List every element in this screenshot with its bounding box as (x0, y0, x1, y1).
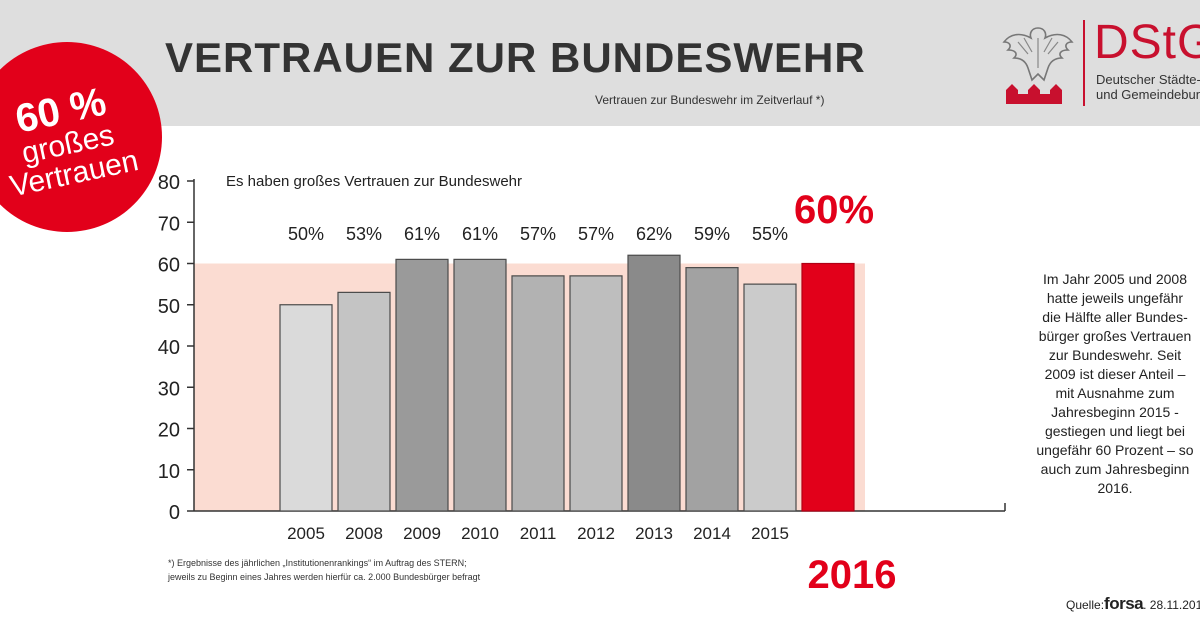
dstgb-logo (996, 18, 1200, 110)
header-band (0, 0, 1200, 126)
castles-icon (1006, 84, 1062, 104)
y-tick-label: 0 (169, 502, 180, 524)
data-label-2012: 57% (578, 224, 614, 244)
data-label-2011: 57% (520, 224, 556, 244)
data-label-2016: 60% (794, 188, 874, 232)
bar-2008 (337, 291, 391, 512)
data-label-2009: 61% (404, 224, 440, 244)
chart-title: Es haben großes Vertrauen zur Bundeswehr (226, 173, 522, 190)
y-tick-label: 50 (158, 296, 180, 318)
logo-divider (1083, 20, 1085, 106)
eagle-icon (1002, 27, 1074, 82)
bar-2011 (511, 275, 565, 512)
x-tick-label-2013: 2013 (635, 524, 673, 543)
data-label-2014: 59% (694, 224, 730, 244)
source-date: . 28.11.2016 (1143, 598, 1200, 612)
badge-text: 60 % großes Vertrauen (0, 75, 151, 204)
data-label-2013: 62% (636, 224, 672, 244)
bar-2016 (801, 262, 855, 512)
y-tick-label: 60 (158, 255, 180, 277)
source-credit: Quelle:forsa. 28.11.2016 (1066, 594, 1200, 614)
logo-line-2: und Gemeindebund (1096, 87, 1200, 102)
logo-line-1: Deutscher Städte- (1096, 72, 1200, 87)
x-tick-label-2005: 2005 (287, 524, 325, 543)
y-tick-label: 80 (158, 172, 180, 194)
x-tick-label-2009: 2009 (403, 524, 441, 543)
source-brand: forsa (1104, 594, 1144, 613)
source-label: Quelle: (1066, 598, 1105, 612)
logo-wordmark: DStGB (1094, 16, 1200, 69)
bar-2009 (395, 258, 449, 512)
side-note: Im Jahr 2005 und 2008 hatte jeweils unge… (1036, 271, 1194, 496)
data-label-2008: 53% (346, 224, 382, 244)
y-tick-label: 30 (158, 378, 180, 400)
x-tick-label-2014: 2014 (693, 524, 731, 543)
data-label-2015: 55% (752, 224, 788, 244)
logo-subline: Deutscher Städte- und Gemeindebund (1096, 72, 1200, 102)
x-tick-label-2011: 2011 (520, 524, 557, 543)
data-label-2010: 61% (462, 224, 498, 244)
bar-2012 (569, 275, 623, 512)
x-tick-label-2016: 2016 (808, 553, 897, 597)
bar-2015 (743, 283, 797, 512)
y-tick-label: 40 (158, 337, 180, 359)
x-tick-label-2012: 2012 (577, 524, 615, 543)
data-label-2005: 50% (288, 224, 324, 244)
footnote: *) Ergebnisse des jährlichen „Institutio… (168, 558, 481, 582)
y-tick-label: 20 (158, 420, 180, 442)
x-tick-label-2015: 2015 (751, 524, 789, 543)
y-tick-label: 10 (158, 461, 180, 483)
bar-2014 (685, 267, 739, 512)
percent-badge: 60 % großes Vertrauen (0, 42, 162, 232)
x-tick-label-2010: 2010 (461, 524, 499, 543)
bar-2005 (279, 304, 333, 512)
page-subtitle: Vertrauen zur Bundeswehr im Zeitverlauf … (595, 93, 825, 107)
y-tick-label: 70 (158, 213, 180, 235)
bar-2013 (627, 254, 681, 512)
page-title: VERTRAUEN ZUR BUNDESWEHR (165, 34, 866, 81)
x-tick-label-2008: 2008 (345, 524, 383, 543)
bar-2010 (453, 258, 507, 512)
